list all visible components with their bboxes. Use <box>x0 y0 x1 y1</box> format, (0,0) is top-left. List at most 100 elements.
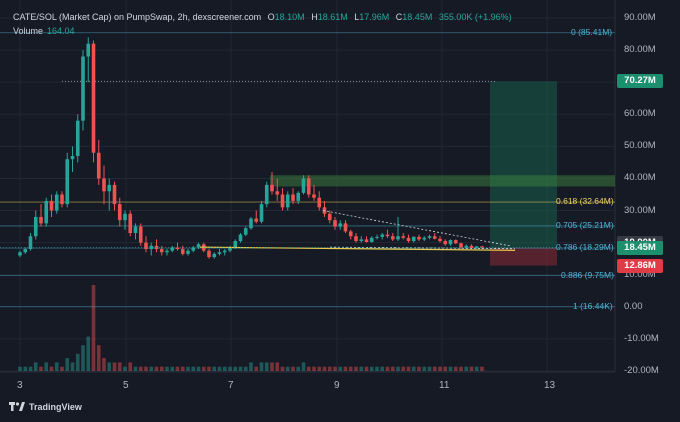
take-profit-zone <box>490 81 557 248</box>
price-badge: 70.27M <box>617 74 663 89</box>
volume-bar <box>28 366 33 371</box>
fib-level-label: 0 (85.41M) <box>571 26 613 37</box>
chart-legend-header: CATE/SOL (Market Cap) on PumpSwap, 2h, d… <box>13 12 512 22</box>
volume-bar <box>128 362 133 371</box>
volume-bar <box>112 362 117 371</box>
volume-bar <box>107 362 112 371</box>
candle-body <box>464 245 469 248</box>
candle-body <box>312 194 316 198</box>
volume-bar <box>170 366 175 371</box>
candle-body <box>317 197 322 208</box>
high-label: H <box>311 12 318 22</box>
volume-bar <box>380 366 385 371</box>
time-axis-label: 13 <box>544 380 556 391</box>
volume-bar <box>23 366 28 371</box>
tradingview-logo[interactable]: TradingView <box>9 402 82 412</box>
volume-bar <box>348 366 353 371</box>
candle-body <box>170 247 175 251</box>
volume-bar <box>264 362 269 371</box>
volume-bar <box>249 362 253 371</box>
candle-body <box>149 245 154 250</box>
volume-bar <box>228 366 232 371</box>
candle-body <box>165 250 169 253</box>
volume-bar <box>212 366 217 371</box>
volume-bar <box>138 366 143 371</box>
volume-bar <box>217 366 222 371</box>
price-axis-label: -10.00M <box>624 332 659 344</box>
volume-bar <box>70 362 75 371</box>
volume-bar <box>280 366 285 371</box>
volume-bar <box>18 366 22 371</box>
volume-bar <box>443 366 448 371</box>
candle-body <box>191 247 196 251</box>
candle-body <box>296 192 301 201</box>
candle-body <box>406 237 411 242</box>
volume-bar <box>422 366 427 371</box>
close-value: 18.45M <box>402 12 433 22</box>
volume-bars <box>18 285 484 371</box>
volume-bar <box>291 366 295 371</box>
candle-body <box>23 249 28 253</box>
volume-bar <box>123 366 127 371</box>
candle-body <box>306 178 311 195</box>
tradingview-logo-icon <box>9 402 25 411</box>
candle-body <box>469 245 474 249</box>
volume-bar <box>254 366 259 371</box>
volume-bar <box>401 366 406 371</box>
volume-bar <box>432 366 437 371</box>
volume-bar <box>474 366 479 371</box>
volume-bar <box>285 366 290 371</box>
candle-body <box>175 247 180 250</box>
candle-body <box>396 236 400 240</box>
price-axis-label: 10.00M <box>624 268 656 280</box>
candle-body <box>270 184 274 192</box>
candle-body <box>438 238 442 242</box>
price-axis-label: 60.00M <box>624 108 656 120</box>
volume-bar <box>54 362 59 371</box>
volume-bar <box>207 366 211 371</box>
candle-body <box>390 236 395 240</box>
volume-bar <box>369 366 374 371</box>
volume-legend: Volume 164.04 <box>13 26 75 36</box>
candle-body <box>238 234 243 242</box>
candle-body <box>291 194 295 201</box>
price-axis-label: 80.00M <box>624 44 656 56</box>
volume-bar <box>480 366 484 371</box>
candle-body <box>54 194 59 211</box>
volume-bar <box>60 366 64 371</box>
volume-bar <box>49 366 54 371</box>
volume-bar <box>65 358 70 371</box>
price-badge: 12.86M <box>617 258 663 273</box>
volume-bar <box>469 366 474 371</box>
volume-bar <box>296 366 301 371</box>
candle-body <box>217 252 222 254</box>
volume-bar <box>191 366 196 371</box>
candle-body <box>480 246 484 248</box>
volume-bar <box>333 366 337 371</box>
candle-body <box>427 236 432 238</box>
candle-body <box>91 43 96 153</box>
candle-body <box>186 250 190 254</box>
volume-bar <box>427 366 432 371</box>
low-label: L <box>354 12 360 22</box>
time-axis-label: 9 <box>334 380 340 391</box>
volume-value: 164.04 <box>47 26 75 36</box>
candle-body <box>411 236 416 242</box>
volume-bar <box>312 366 316 371</box>
candle-body <box>75 120 80 156</box>
volume-bar <box>464 366 469 371</box>
candle-body <box>354 236 358 242</box>
fib-level-label: 0.705 (25.21M) <box>556 219 614 230</box>
wedge-lower-line <box>329 246 516 250</box>
candle-body <box>86 43 91 57</box>
volume-bar <box>196 366 201 371</box>
volume-bar <box>144 366 148 371</box>
candle-body <box>138 226 143 243</box>
candle-body <box>44 200 49 224</box>
volume-bar <box>343 366 348 371</box>
volume-bar <box>44 362 49 371</box>
price-axis-label: 0.00 <box>624 300 643 312</box>
candle-body <box>60 194 64 205</box>
volume-bar <box>411 366 416 371</box>
